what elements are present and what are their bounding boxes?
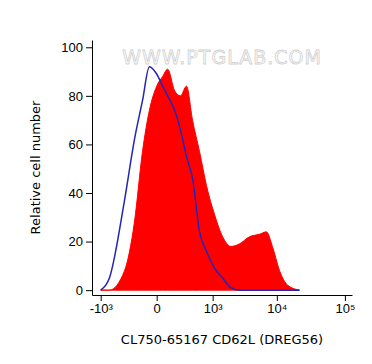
chart: WWW.PTGLAB.COM -10³ 0 10³ 10⁴ 10⁵ 0 20 40 60 80 100… [0,0,372,364]
y-tick: 40 [69,186,92,201]
y-tick: 0 [76,283,92,298]
y-tick-label: 80 [69,89,83,104]
x-tick-mark [345,295,346,301]
y-axis-line [92,41,93,296]
x-axis-title: CL750-65167 CD62L (DREG56) [121,332,323,347]
y-tick-label: 100 [61,40,83,55]
y-tick: 100 [61,40,92,55]
x-tick-mark [277,295,278,301]
watermark: WWW.PTGLAB.COM [122,46,322,68]
y-tick-label: 20 [69,234,83,249]
x-tick-mark [213,295,214,301]
y-tick-mark [86,290,92,291]
y-tick-mark [86,47,92,48]
x-tick-mark [157,295,158,301]
x-tick: -10³ [90,295,114,316]
x-axis: -10³ 0 10³ 10⁴ 10⁵ [90,295,356,316]
y-tick-label: 60 [69,137,83,152]
y-tick-mark [86,193,92,194]
x-tick-label: 10⁴ [267,301,287,316]
y-tick-mark [86,96,92,97]
x-tick-label: 10⁵ [335,301,355,316]
plot-area [101,67,300,290]
x-tick-mark [101,295,102,301]
x-tick: 10⁴ [267,295,287,316]
x-tick-label: 10³ [204,301,223,316]
y-tick-label: 40 [69,186,83,201]
x-tick: 10⁵ [335,295,355,316]
y-tick-mark [86,242,92,243]
histogram-fill [101,69,300,290]
y-tick-mark [86,144,92,145]
y-axis: 0 20 40 60 80 100 [61,40,92,298]
x-axis-line [93,295,353,296]
y-tick-label: 0 [76,283,83,298]
histogram-line [101,67,300,290]
x-tick: 10³ [204,295,223,316]
x-tick-label: 0 [154,301,161,316]
x-tick-label: -10³ [90,301,114,316]
y-axis-title: Relative cell number [28,100,43,234]
x-tick: 0 [154,295,161,316]
y-tick: 80 [69,89,92,104]
y-tick: 60 [69,137,92,152]
y-tick: 20 [69,234,92,249]
